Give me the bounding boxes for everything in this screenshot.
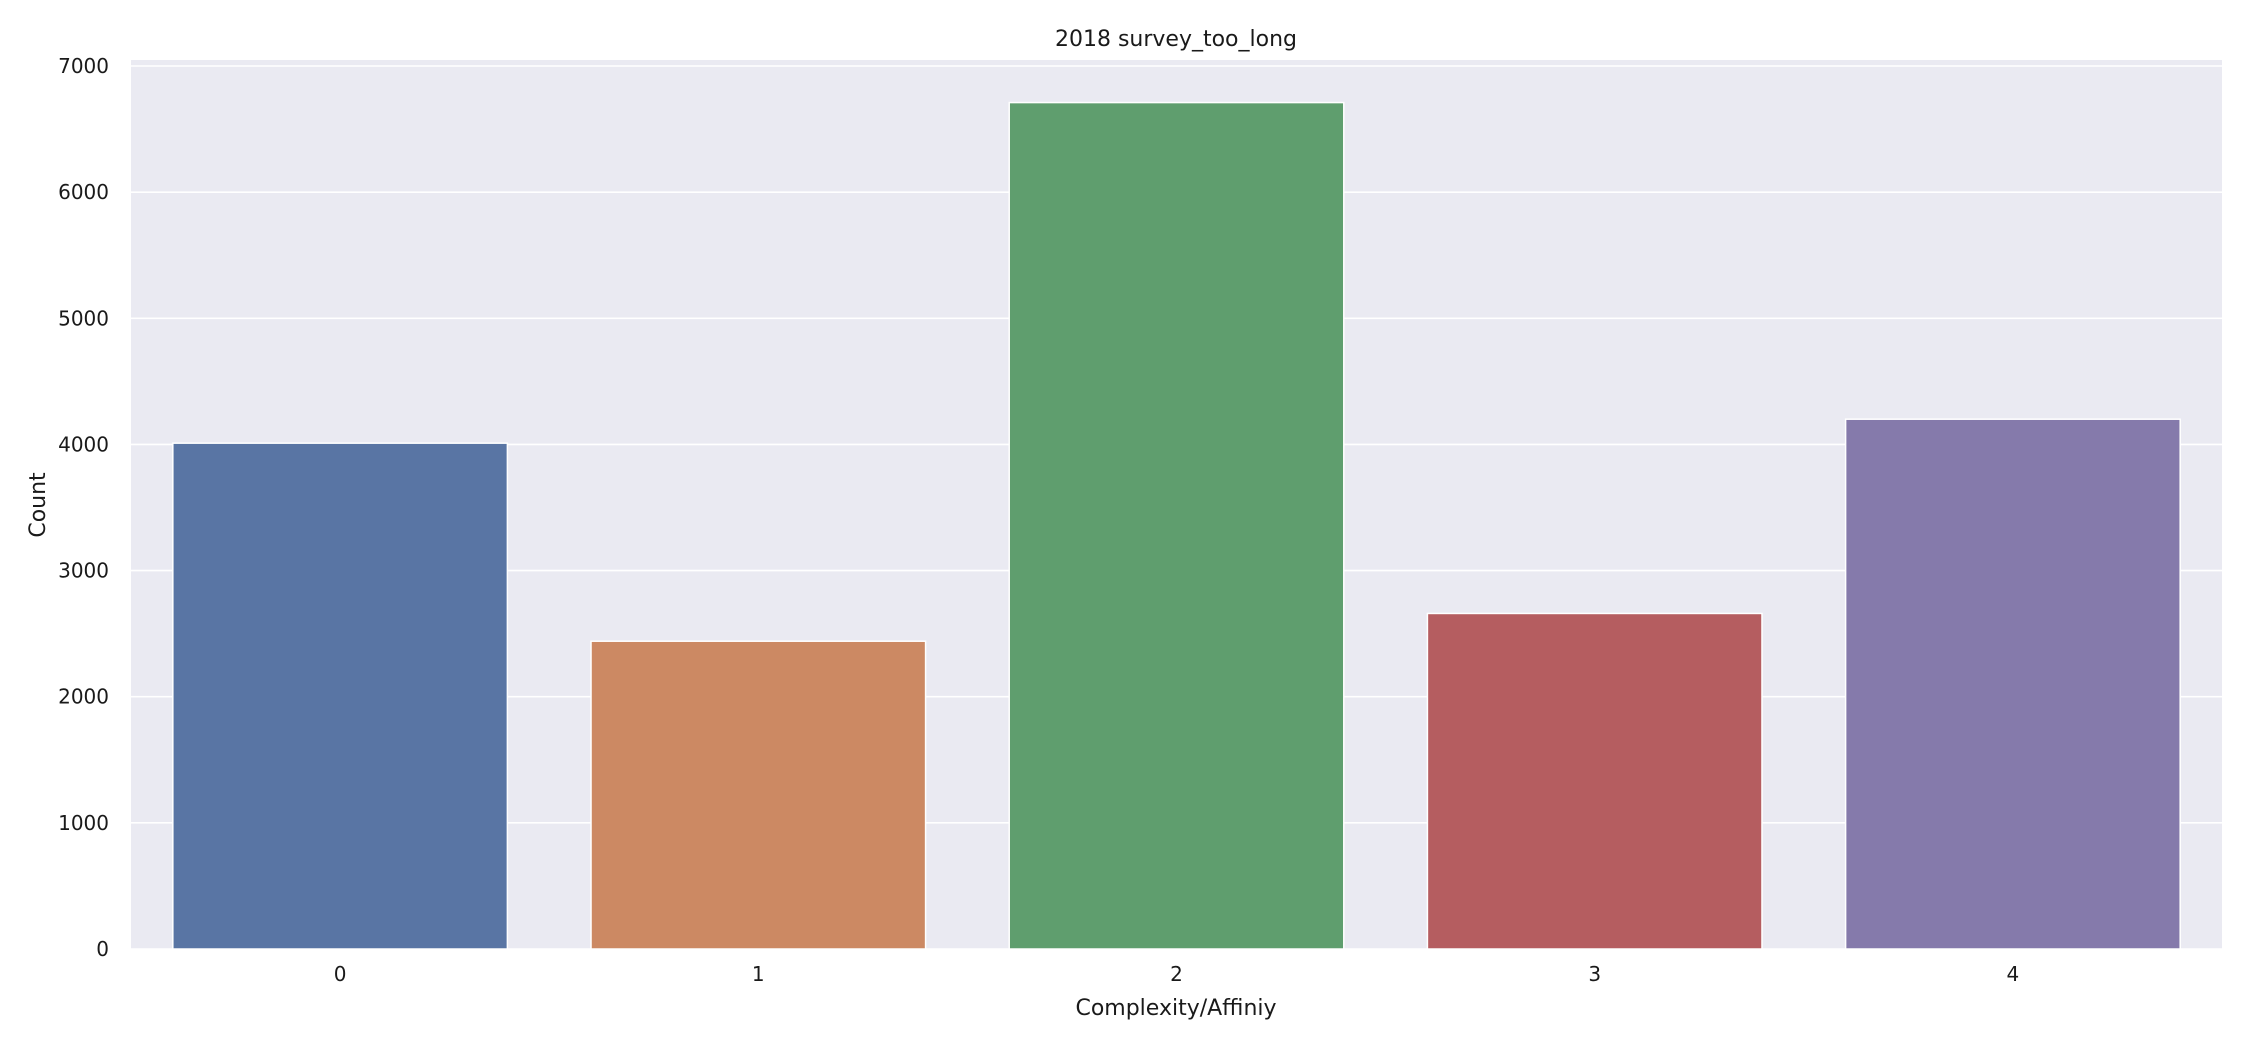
y-tick-label: 7000 xyxy=(58,54,109,78)
bar-3 xyxy=(1426,612,1763,950)
bars xyxy=(172,101,2181,950)
bar-2 xyxy=(1008,101,1345,950)
bar-1 xyxy=(590,640,927,950)
x-axis-ticks: 0 1 2 3 4 xyxy=(334,962,2020,986)
y-tick-label: 1000 xyxy=(58,811,109,835)
chart-title: 2018 survey_too_long xyxy=(1055,27,1297,52)
y-tick-label: 5000 xyxy=(58,306,109,330)
x-tick-label: 1 xyxy=(752,962,765,986)
y-axis-title: Count xyxy=(26,472,51,538)
x-tick-label: 0 xyxy=(334,962,347,986)
x-tick-label: 2 xyxy=(1170,962,1183,986)
y-tick-label: 0 xyxy=(96,937,109,961)
y-tick-label: 2000 xyxy=(58,685,109,709)
y-tick-label: 4000 xyxy=(58,432,109,456)
y-axis-ticks: 0 1000 2000 3000 4000 5000 6000 7000 xyxy=(58,54,109,961)
bar-4 xyxy=(1844,418,2181,950)
y-tick-label: 3000 xyxy=(58,559,109,583)
y-tick-label: 6000 xyxy=(58,180,109,204)
x-tick-label: 3 xyxy=(1588,962,1601,986)
x-axis-title: Complexity/Affiniy xyxy=(1075,996,1276,1021)
bar-0 xyxy=(172,442,509,950)
x-tick-label: 4 xyxy=(2007,962,2020,986)
